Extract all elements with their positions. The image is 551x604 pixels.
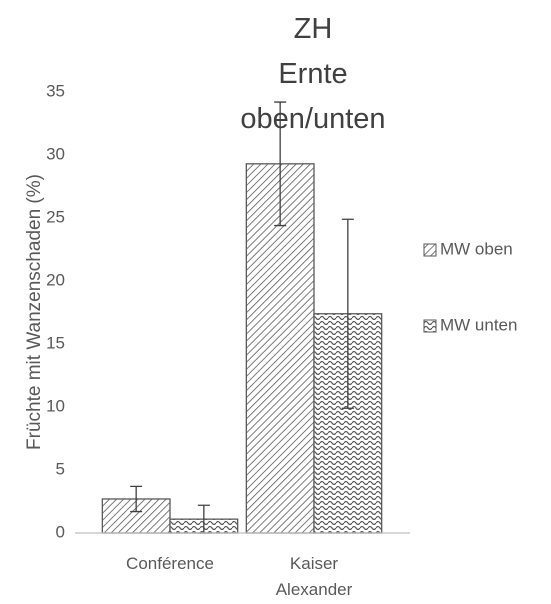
legend-swatch	[423, 243, 437, 257]
y-tick-label: 10	[46, 396, 65, 415]
y-tick-label: 0	[56, 522, 65, 541]
error-bar	[274, 101, 287, 227]
y-tick-label: 35	[46, 81, 65, 100]
error-bar	[341, 218, 354, 409]
y-tick-label: 5	[56, 459, 65, 478]
y-axis-label: Früchte mit Wanzenschaden (%)	[24, 174, 45, 450]
legend-label: MW unten	[440, 315, 517, 334]
x-tick-label: Kaiser Alexander	[276, 554, 353, 599]
y-tick-label: 30	[46, 144, 65, 163]
error-bar	[130, 485, 143, 513]
x-tick-label: Conférence	[126, 554, 214, 573]
y-tick-label: 25	[46, 207, 65, 226]
legend-swatch	[423, 319, 437, 333]
chart-title: ZH Ernte oben/unten	[240, 13, 385, 135]
y-tick-label: 20	[46, 270, 65, 289]
legend-label: MW oben	[440, 239, 513, 258]
y-tick-label: 15	[46, 333, 65, 352]
